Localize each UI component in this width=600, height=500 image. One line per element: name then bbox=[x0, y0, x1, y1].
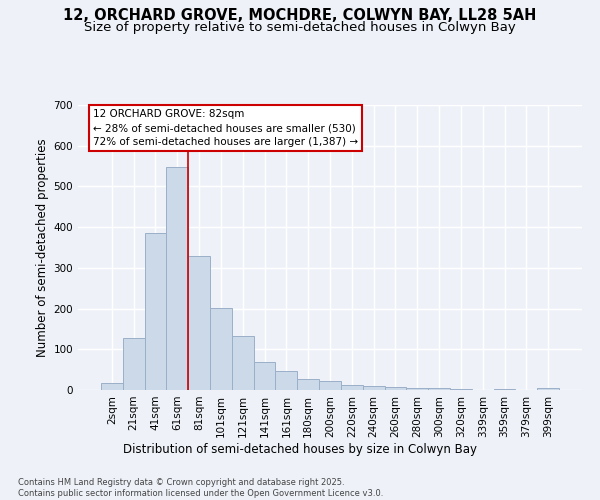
Text: 12, ORCHARD GROVE, MOCHDRE, COLWYN BAY, LL28 5AH: 12, ORCHARD GROVE, MOCHDRE, COLWYN BAY, … bbox=[64, 8, 536, 22]
Bar bbox=[232, 336, 254, 390]
Bar bbox=[188, 256, 210, 390]
Bar bbox=[406, 388, 428, 390]
Text: Contains HM Land Registry data © Crown copyright and database right 2025.
Contai: Contains HM Land Registry data © Crown c… bbox=[18, 478, 383, 498]
Text: Distribution of semi-detached houses by size in Colwyn Bay: Distribution of semi-detached houses by … bbox=[123, 442, 477, 456]
Bar bbox=[363, 386, 385, 390]
Bar bbox=[494, 389, 515, 390]
Bar bbox=[254, 362, 275, 390]
Bar bbox=[275, 371, 297, 390]
Bar bbox=[341, 384, 363, 390]
Y-axis label: Number of semi-detached properties: Number of semi-detached properties bbox=[37, 138, 49, 357]
Bar bbox=[450, 389, 472, 390]
Bar bbox=[428, 388, 450, 390]
Bar bbox=[385, 386, 406, 390]
Bar bbox=[297, 378, 319, 390]
Bar bbox=[101, 383, 123, 390]
Bar bbox=[123, 338, 145, 390]
Bar bbox=[537, 388, 559, 390]
Text: 12 ORCHARD GROVE: 82sqm
← 28% of semi-detached houses are smaller (530)
72% of s: 12 ORCHARD GROVE: 82sqm ← 28% of semi-de… bbox=[93, 110, 358, 148]
Text: Size of property relative to semi-detached houses in Colwyn Bay: Size of property relative to semi-detach… bbox=[84, 22, 516, 35]
Bar bbox=[319, 381, 341, 390]
Bar bbox=[210, 308, 232, 390]
Bar bbox=[166, 167, 188, 390]
Bar bbox=[145, 233, 166, 390]
